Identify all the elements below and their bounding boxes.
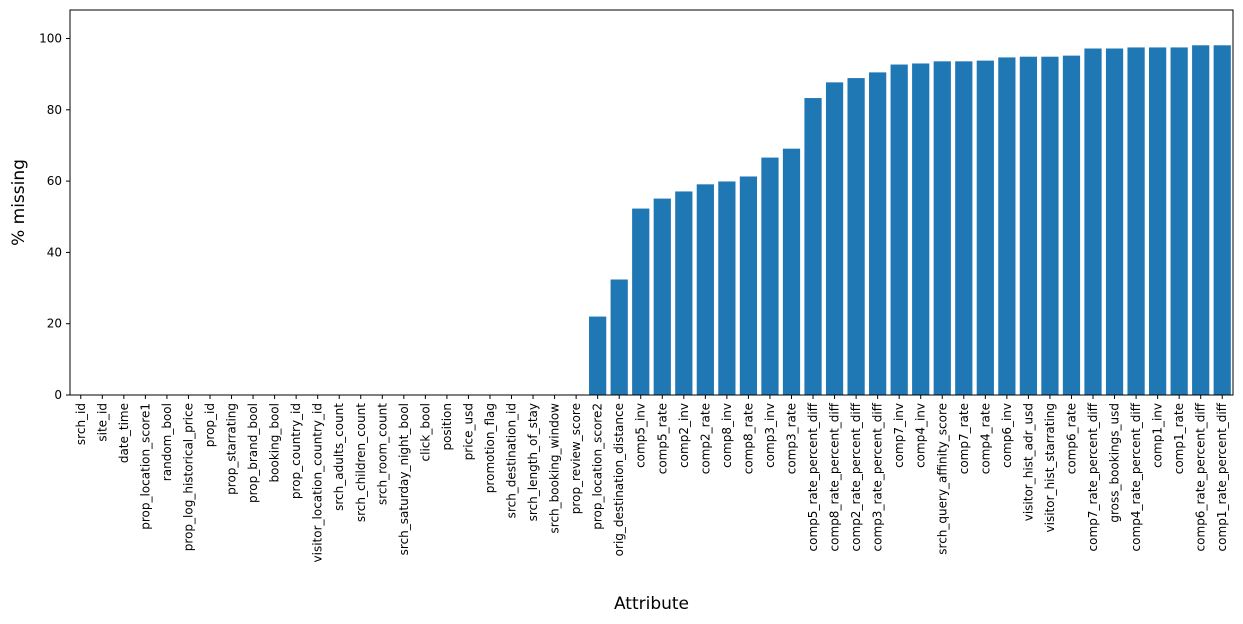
x-tick-label: comp6_rate_percent_diff — [1194, 402, 1208, 551]
x-tick-label: comp2_rate_percent_diff — [849, 402, 863, 551]
y-axis-ticks: 0 20 40 60 80 100 — [39, 32, 70, 402]
bar — [632, 208, 650, 395]
bar — [675, 191, 693, 395]
x-tick-label: srch_saturday_night_bool — [397, 403, 411, 555]
bar — [933, 61, 951, 395]
x-tick-label: site_id — [95, 403, 109, 442]
x-tick-label: position — [440, 403, 454, 451]
x-tick-label: comp4_rate_percent_diff — [1129, 402, 1143, 551]
bar — [1213, 45, 1231, 396]
bar — [976, 60, 994, 396]
bar — [718, 181, 736, 395]
bar — [955, 61, 973, 395]
bar — [1127, 47, 1145, 396]
bar — [1105, 48, 1124, 395]
x-tick-label: comp3_rate — [784, 403, 798, 474]
x-tick-label: comp2_rate — [698, 403, 712, 474]
x-tick-label: gross_bookings_usd — [1108, 403, 1122, 523]
x-tick-label: srch_room_count — [375, 403, 389, 505]
x-tick-label: prop_country_id — [289, 403, 303, 499]
bar — [1062, 55, 1081, 395]
bar — [782, 148, 801, 395]
y-tick-label: 80 — [47, 103, 62, 117]
bar — [1149, 47, 1167, 396]
bar — [998, 57, 1016, 395]
bar — [1041, 56, 1059, 396]
x-tick-label: srch_destination_id — [505, 403, 519, 518]
x-axis-label: Attribute — [614, 594, 689, 614]
x-tick-label: date_time — [117, 403, 131, 463]
bar — [653, 198, 671, 395]
bar — [804, 98, 822, 395]
x-tick-label: random_bool — [160, 403, 174, 481]
x-tick-label: comp8_rate_percent_diff — [828, 402, 842, 551]
x-tick-label: prop_review_score — [569, 403, 583, 514]
x-tick-label: promotion_flag — [483, 403, 497, 493]
y-axis-label: % missing — [9, 159, 29, 246]
x-tick-label: visitor_hist_adr_usd — [1021, 403, 1035, 521]
x-tick-label: comp8_rate — [741, 403, 755, 474]
x-tick-label: prop_location_score1 — [138, 403, 152, 530]
x-tick-label: srch_adults_count — [332, 403, 346, 511]
x-tick-label: prop_id — [203, 403, 217, 447]
y-tick-label: 20 — [47, 317, 62, 331]
x-tick-label: comp8_inv — [720, 403, 734, 468]
bar — [1192, 45, 1210, 396]
x-tick-label: prop_location_score2 — [591, 403, 605, 530]
x-tick-label: comp4_rate — [978, 403, 992, 474]
x-tick-label: srch_booking_window — [548, 403, 562, 534]
bar — [1019, 56, 1038, 396]
x-axis-ticks: srch_id site_id date_time prop_location_sco… — [74, 395, 1229, 562]
y-tick-label: 60 — [47, 174, 62, 188]
bar — [589, 316, 607, 395]
bar — [1084, 48, 1102, 395]
bar — [739, 176, 758, 395]
x-tick-label: srch_length_of_stay — [526, 403, 540, 521]
x-tick-label: orig_destination_distance — [612, 403, 626, 556]
bar — [847, 78, 865, 396]
x-tick-label: comp7_inv — [892, 403, 906, 468]
x-tick-label: prop_brand_bool — [246, 403, 260, 503]
x-tick-label: comp5_rate — [655, 403, 669, 474]
x-tick-label: comp7_rate_percent_diff — [1086, 402, 1100, 551]
bar — [890, 64, 908, 396]
x-tick-label: booking_bool — [268, 403, 282, 482]
x-tick-label: click_bool — [418, 403, 432, 461]
x-tick-label: price_usd — [461, 403, 475, 460]
x-tick-label: srch_children_count — [354, 403, 368, 522]
x-tick-label: comp5_rate_percent_diff — [806, 402, 820, 551]
bars-group — [567, 45, 1231, 396]
y-tick-label: 40 — [47, 245, 62, 259]
x-tick-label: comp1_rate — [1172, 403, 1186, 474]
bar — [869, 72, 887, 395]
x-tick-label: comp3_rate_percent_diff — [871, 402, 885, 551]
x-tick-label: comp6_inv — [1000, 403, 1014, 468]
x-tick-label: prop_log_historical_price — [181, 403, 195, 551]
x-tick-label: prop_starrating — [225, 403, 239, 495]
bar — [761, 157, 779, 395]
bar — [825, 82, 844, 396]
x-tick-label: srch_id — [74, 403, 88, 445]
x-tick-label: srch_query_affinity_score — [935, 403, 949, 555]
x-tick-label: comp1_inv — [1151, 403, 1165, 468]
bar — [1170, 47, 1188, 396]
y-tick-label: 100 — [39, 32, 62, 46]
y-tick-label: 0 — [54, 388, 62, 402]
x-tick-label: comp3_inv — [763, 403, 777, 468]
x-tick-label: visitor_location_country_id — [311, 403, 325, 562]
x-tick-label: comp6_rate — [1064, 403, 1078, 474]
x-tick-label: visitor_hist_starrating — [1043, 403, 1057, 532]
x-tick-label: comp7_rate — [957, 403, 971, 474]
bar — [696, 184, 714, 395]
x-tick-label: comp1_rate_percent_diff — [1215, 402, 1229, 551]
plot-frame — [69, 9, 1234, 396]
x-tick-label: comp5_inv — [634, 403, 648, 468]
bar — [610, 279, 628, 395]
bar — [912, 63, 930, 395]
x-tick-label: comp2_inv — [677, 403, 691, 468]
x-tick-label: comp4_inv — [914, 403, 928, 468]
